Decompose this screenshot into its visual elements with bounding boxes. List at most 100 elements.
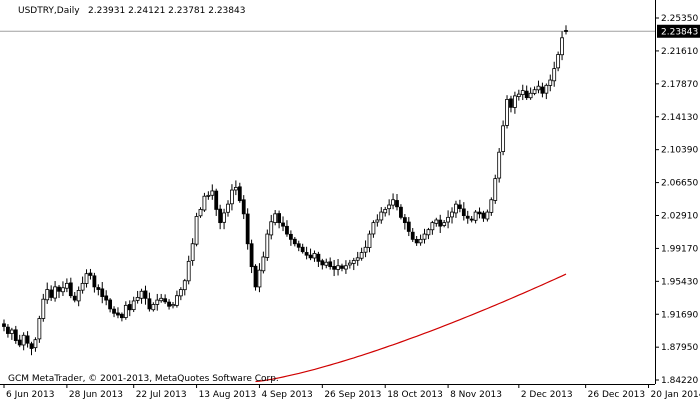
candle-body — [367, 233, 372, 248]
candle-body — [430, 222, 435, 231]
candle-body — [332, 266, 337, 270]
candle-body — [214, 190, 219, 210]
candle-body — [399, 206, 403, 218]
candle-body — [442, 222, 447, 226]
candle-body — [383, 209, 388, 214]
time-tick-label: 26 Dec 2013 — [588, 390, 646, 400]
candle-body — [532, 89, 537, 94]
price-tick-label: 2.06650 — [661, 179, 698, 189]
candle-body — [406, 221, 411, 232]
candle-body — [100, 288, 105, 297]
candle-body — [418, 238, 423, 244]
candle-body — [446, 216, 450, 223]
candle-body — [57, 286, 61, 292]
candle-body — [347, 262, 352, 266]
candle-body — [485, 211, 490, 220]
candle-body — [194, 216, 199, 245]
candle-body — [493, 178, 498, 201]
price-tick-label: 1.99170 — [661, 244, 698, 254]
candle-body — [359, 252, 364, 259]
candle-body — [64, 282, 69, 289]
candle-body — [155, 299, 160, 305]
candle-body — [245, 213, 250, 245]
candle-body — [127, 304, 132, 311]
price-tick-label: 2.10390 — [661, 146, 698, 156]
price-axis: 2.25350 2.21610 2.17870 2.14130 2.10390 2.066… — [655, 14, 698, 386]
time-tick-label: 28 Jun 2013 — [69, 390, 123, 400]
time-tick-label: 26 Sep 2013 — [324, 390, 381, 400]
time-axis: 6 Jun 2013 28 Jun 2013 22 Jul 2013 13 Aug 2… — [3, 384, 700, 400]
candle-body — [76, 290, 81, 302]
candle-body — [13, 329, 18, 341]
candle-body — [316, 253, 321, 262]
candle-body — [80, 282, 85, 291]
price-tick-label: 1.95430 — [661, 277, 698, 287]
candle-body — [461, 208, 466, 216]
candle-body — [9, 329, 14, 334]
candle-body — [387, 204, 392, 210]
time-tick-label: 20 Jan 2014 — [651, 390, 700, 400]
candle-body — [288, 233, 293, 240]
candle-body — [422, 233, 427, 240]
candle-body — [516, 93, 521, 97]
candle-body — [261, 256, 266, 272]
candle-body — [171, 304, 175, 307]
candle-body — [210, 190, 215, 196]
candle-body — [336, 265, 340, 270]
candle-body — [253, 265, 258, 288]
candle-body — [363, 246, 368, 253]
candle-body — [151, 304, 156, 311]
candle-body — [536, 85, 541, 91]
price-tick-label: 2.21610 — [661, 47, 698, 57]
candle-body — [45, 289, 50, 301]
candle-body — [135, 297, 140, 301]
moving-average-line — [255, 273, 567, 383]
candle-body — [454, 203, 458, 214]
candle-body — [497, 151, 502, 179]
candle-body — [108, 299, 113, 310]
current-price-tag-label: 2.23843 — [661, 27, 698, 37]
candle-body — [501, 125, 506, 152]
candle-body — [273, 213, 278, 223]
candle-body — [17, 339, 22, 346]
candle-body — [296, 243, 301, 248]
candle-body — [312, 253, 317, 259]
candle-body — [281, 222, 285, 227]
candle-body — [344, 265, 348, 270]
candle-body — [414, 238, 419, 244]
candle-body — [489, 199, 494, 213]
price-tick-label: 1.84220 — [661, 376, 698, 386]
candle-body — [513, 95, 517, 108]
candle-body — [269, 221, 274, 236]
candle-body — [131, 300, 136, 311]
candle-body — [524, 90, 529, 99]
candle-body — [426, 229, 431, 236]
candle-body — [92, 275, 97, 288]
candle-body — [68, 282, 73, 297]
candle-body — [544, 84, 549, 94]
candle-body — [402, 217, 407, 224]
candle-body — [143, 290, 148, 299]
candle-body — [481, 212, 486, 219]
candle-body — [198, 209, 203, 217]
time-tick-label: 2 Dec 2013 — [521, 390, 573, 400]
candle-body — [222, 212, 226, 223]
candle-body — [25, 335, 30, 344]
candle-body — [434, 219, 439, 224]
candle-body — [320, 260, 325, 266]
candle-body — [556, 54, 561, 69]
candle-body — [167, 301, 171, 307]
candle-body — [308, 254, 313, 259]
symbol-timeframe: USDTRY,Daily — [18, 6, 80, 16]
price-tick-label: 1.91690 — [661, 310, 698, 320]
candle-body — [300, 246, 305, 253]
ohlc-values: 2.23931 2.24121 2.23781 2.23843 — [88, 6, 245, 16]
candle-body — [88, 272, 93, 276]
candle-body — [96, 287, 101, 290]
candle-body — [477, 211, 482, 215]
candle-body — [29, 343, 34, 349]
candle-body — [237, 186, 242, 202]
candle-body — [265, 233, 270, 258]
